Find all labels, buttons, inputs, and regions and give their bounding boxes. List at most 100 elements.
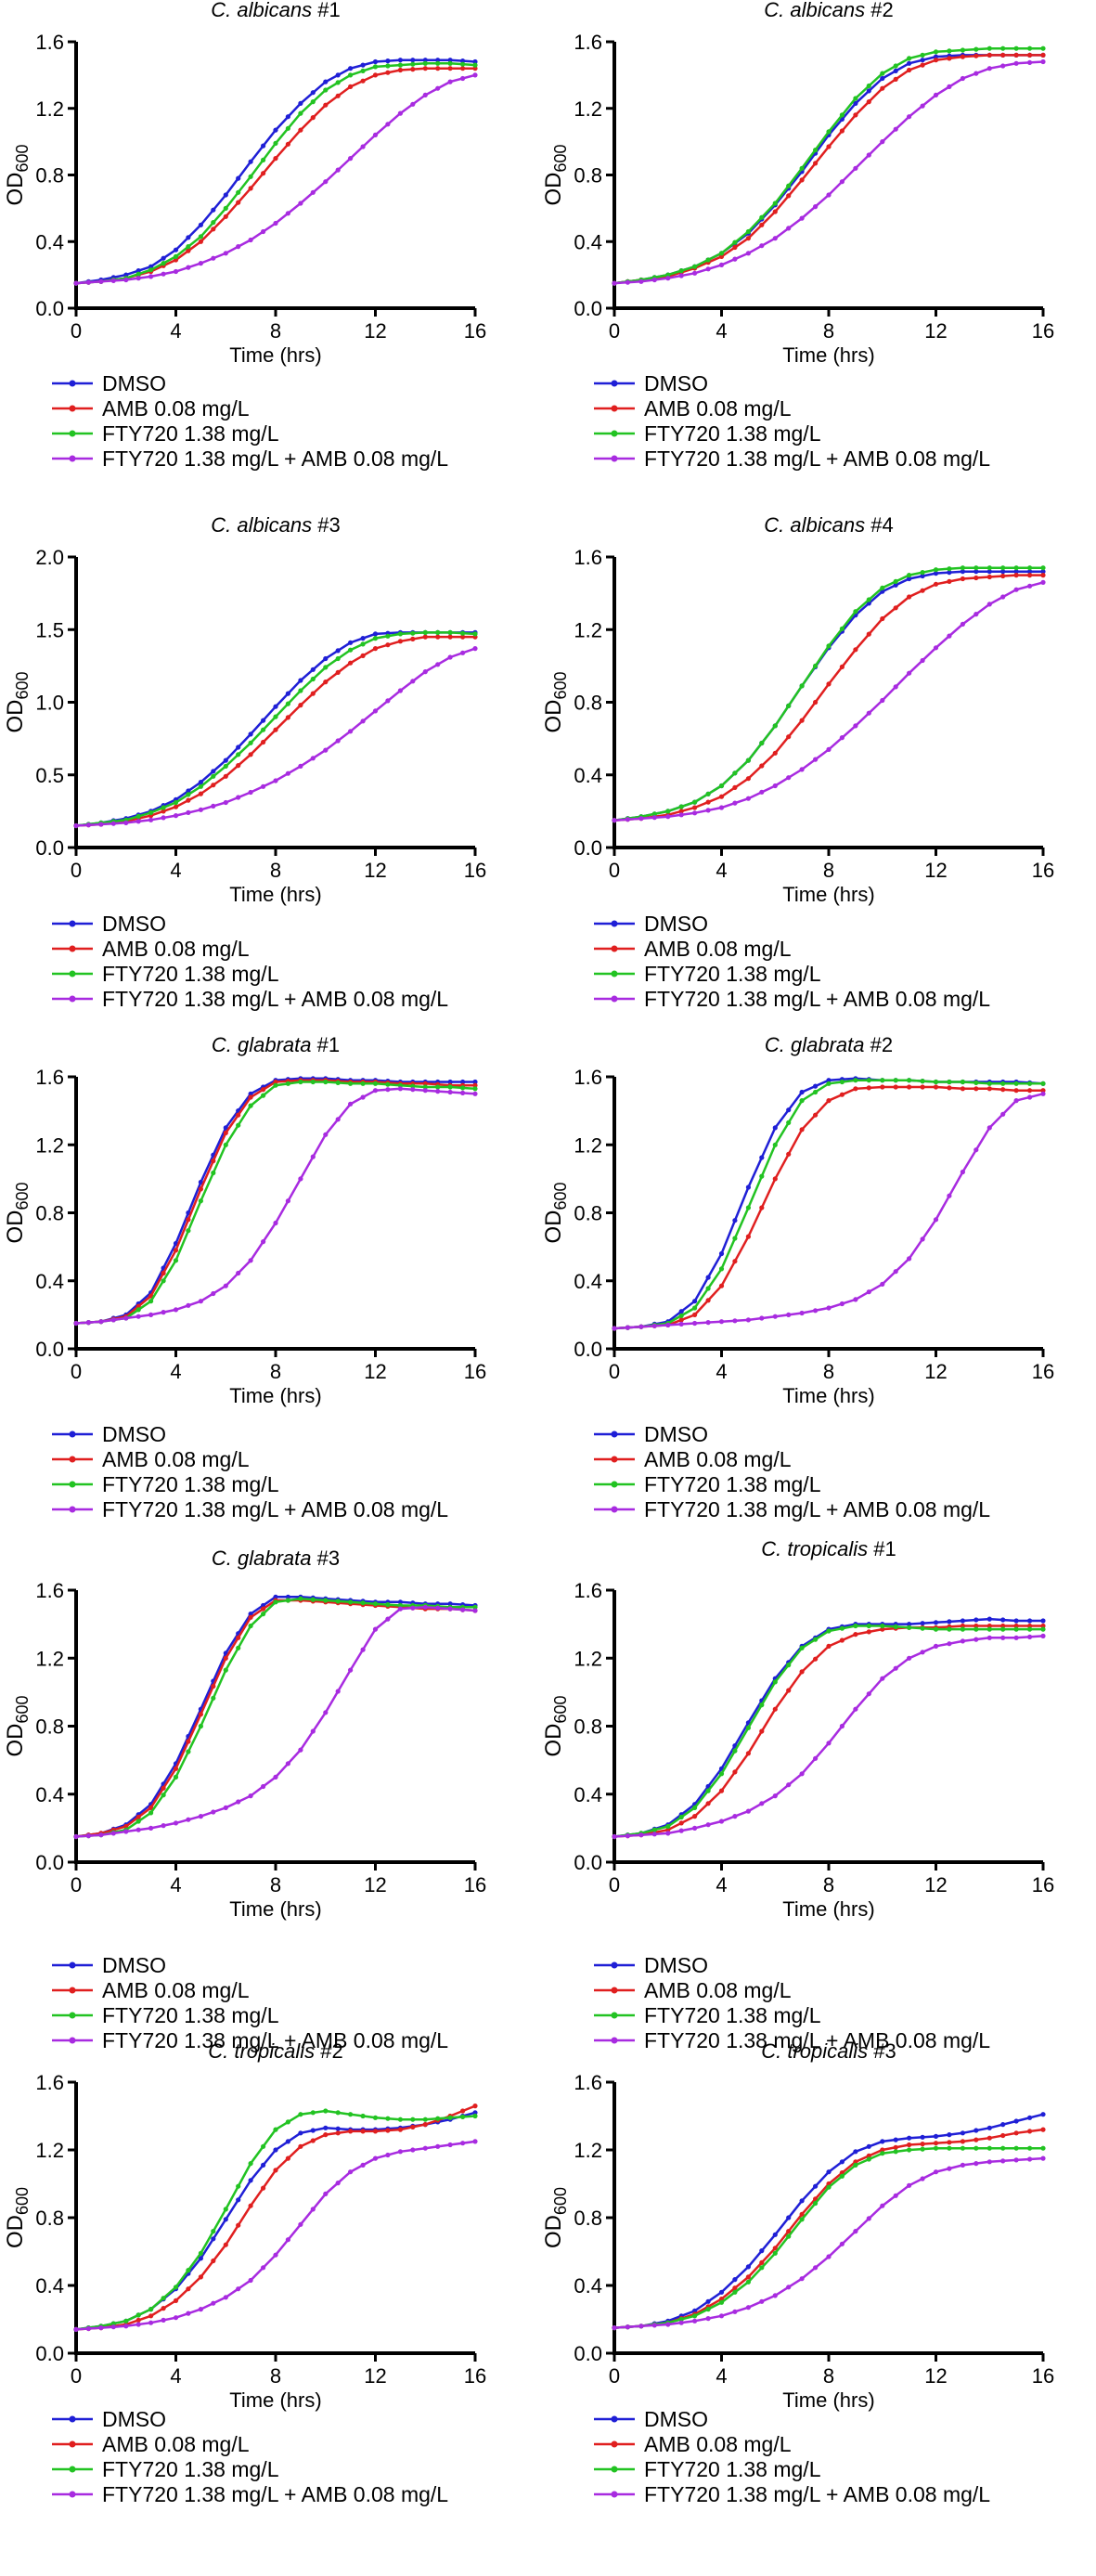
- x-tick-label: 8: [823, 319, 834, 343]
- data-point: [772, 2232, 778, 2237]
- data-point: [732, 256, 738, 262]
- data-point: [310, 2207, 316, 2212]
- data-point: [410, 101, 416, 107]
- data-point: [1000, 1087, 1006, 1093]
- x-tick-label: 16: [1032, 1873, 1054, 1896]
- data-point: [920, 1079, 925, 1084]
- data-point: [186, 1739, 191, 1744]
- data-point: [772, 2250, 778, 2256]
- data-point: [248, 1612, 253, 1617]
- data-point: [947, 633, 952, 639]
- data-point: [323, 1079, 329, 1085]
- data-point: [198, 2256, 203, 2261]
- data-point: [285, 2237, 290, 2243]
- data-point: [947, 2145, 952, 2151]
- data-point: [135, 1307, 141, 1313]
- data-point: [285, 125, 290, 131]
- data-point: [678, 1820, 684, 1826]
- series-0: [73, 1594, 478, 1840]
- data-point: [986, 1626, 992, 1632]
- data-point: [974, 46, 979, 52]
- y-axis-label: OD600: [541, 1182, 570, 1243]
- data-point: [323, 665, 329, 670]
- data-point: [692, 1825, 698, 1831]
- data-point: [786, 1782, 792, 1788]
- data-point: [705, 799, 711, 805]
- data-point: [110, 2324, 116, 2330]
- data-point: [397, 1086, 403, 1092]
- data-point: [772, 1706, 778, 1712]
- data-point: [1027, 1634, 1033, 1639]
- data-point: [612, 280, 617, 286]
- data-point: [186, 265, 191, 270]
- chart-title-suffix: #1: [868, 1537, 896, 1560]
- data-point: [880, 2139, 885, 2144]
- legend-label: DMSO: [644, 1953, 708, 1977]
- legend-swatch-marker: [611, 1506, 618, 1513]
- data-point: [853, 2159, 858, 2165]
- data-point: [893, 1269, 898, 1275]
- data-point: [839, 179, 845, 185]
- series-line: [613, 2128, 1044, 2329]
- data-point: [298, 1079, 303, 1085]
- data-point: [236, 244, 241, 250]
- data-point: [678, 812, 684, 818]
- data-point: [705, 2298, 711, 2304]
- legend-swatch-marker: [611, 1987, 618, 1994]
- chart-title-suffix: #3: [312, 513, 341, 537]
- data-point: [310, 2128, 316, 2133]
- data-point: [759, 2259, 765, 2265]
- x-tick-label: 0: [609, 319, 620, 343]
- data-point: [98, 2325, 104, 2331]
- y-axis-label: OD600: [3, 144, 32, 205]
- y-tick-label: 0.4: [35, 1783, 64, 1806]
- data-point: [161, 1793, 166, 1798]
- data-point: [298, 1596, 303, 1601]
- data-point: [435, 66, 441, 71]
- chart-title: C. albicans #1: [211, 0, 340, 21]
- data-point: [298, 127, 303, 133]
- data-point: [460, 2141, 466, 2146]
- data-point: [826, 144, 832, 149]
- data-point: [974, 2137, 979, 2142]
- chart-title-suffix: #1: [312, 0, 341, 21]
- y-tick-label: 1.0: [35, 692, 64, 715]
- data-point: [372, 646, 379, 652]
- data-point: [435, 634, 441, 640]
- data-point: [933, 54, 939, 59]
- data-point: [298, 2221, 303, 2227]
- data-point: [933, 2133, 939, 2139]
- data-point: [372, 2155, 379, 2161]
- data-point: [186, 248, 191, 253]
- data-point: [853, 165, 858, 171]
- data-point: [759, 1728, 765, 1734]
- data-point: [435, 1605, 441, 1611]
- data-point: [298, 763, 303, 770]
- data-point: [273, 1220, 278, 1226]
- data-point: [372, 1601, 379, 1607]
- y-tick-label: 0.8: [574, 1202, 602, 1225]
- data-point: [422, 92, 428, 97]
- y-tick-label: 0.0: [35, 2342, 64, 2365]
- legend-swatch-marker: [69, 380, 76, 387]
- x-tick-label: 0: [71, 1873, 82, 1896]
- data-point: [853, 2162, 858, 2168]
- data-point: [161, 1785, 166, 1791]
- data-point: [986, 602, 992, 607]
- data-point: [692, 270, 698, 276]
- data-point: [460, 1085, 466, 1091]
- legend-swatch-marker: [611, 970, 618, 977]
- data-point: [907, 2147, 912, 2153]
- data-point: [853, 723, 858, 729]
- data-point: [472, 72, 478, 78]
- y-tick-label: 0.0: [35, 1851, 64, 1874]
- data-point: [1040, 2127, 1046, 2132]
- data-point: [73, 280, 79, 286]
- data-point: [161, 805, 166, 810]
- data-point: [310, 1728, 316, 1734]
- data-point: [866, 99, 871, 105]
- data-point: [1040, 58, 1046, 65]
- data-point: [435, 2143, 441, 2149]
- x-tick-label: 8: [823, 1360, 834, 1383]
- y-tick-label: 1.6: [35, 1066, 64, 1089]
